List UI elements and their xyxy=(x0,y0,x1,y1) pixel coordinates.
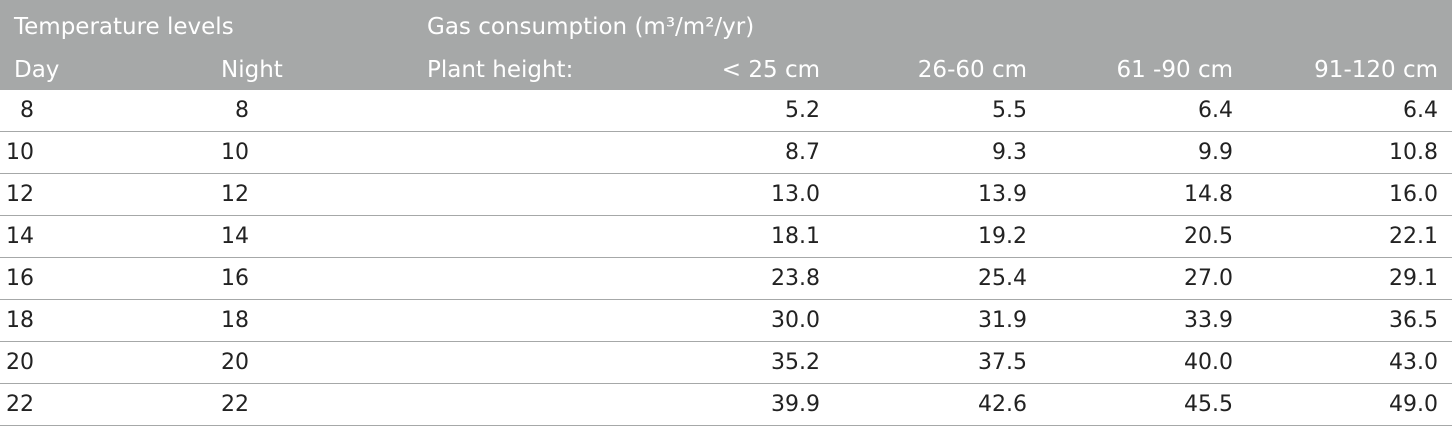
table-row: 8 8 5.2 5.5 6.4 6.4 xyxy=(0,90,1452,132)
value-under-25cm-cell: 35.2 xyxy=(771,350,820,375)
temperature-levels-heading: Temperature levels xyxy=(14,14,234,40)
table-header: Temperature levels Gas consumption (m³/m… xyxy=(0,0,1452,90)
value-61-90cm-cell: 14.8 xyxy=(1184,182,1233,207)
night-column-header: Night xyxy=(221,57,283,83)
value-26-60cm-cell: 25.4 xyxy=(978,266,1027,291)
value-61-90cm-cell: 6.4 xyxy=(1198,98,1233,123)
value-91-120cm-cell: 29.1 xyxy=(1389,266,1438,291)
day-cell: 20 xyxy=(6,350,34,375)
day-cell: 12 xyxy=(6,182,34,207)
table-row: 14 14 18.1 19.2 20.5 22.1 xyxy=(0,216,1452,258)
value-under-25cm-cell: 18.1 xyxy=(771,224,820,249)
day-cell: 10 xyxy=(6,140,34,165)
gas-consumption-heading: Gas consumption (m³/m²/yr) xyxy=(427,14,755,40)
day-cell: 16 xyxy=(6,266,34,291)
value-91-120cm-cell: 49.0 xyxy=(1389,392,1438,417)
value-61-90cm-cell: 33.9 xyxy=(1184,308,1233,333)
value-91-120cm-cell: 10.8 xyxy=(1389,140,1438,165)
night-cell: 20 xyxy=(221,350,249,375)
value-91-120cm-cell: 16.0 xyxy=(1389,182,1438,207)
value-under-25cm-cell: 8.7 xyxy=(785,140,820,165)
plant-height-label: Plant height: xyxy=(427,57,574,83)
value-26-60cm-cell: 37.5 xyxy=(978,350,1027,375)
table-row: 10 10 8.7 9.3 9.9 10.8 xyxy=(0,132,1452,174)
night-cell: 22 xyxy=(221,392,249,417)
night-cell: 10 xyxy=(221,140,249,165)
value-91-120cm-cell: 6.4 xyxy=(1403,98,1438,123)
value-61-90cm-cell: 20.5 xyxy=(1184,224,1233,249)
day-column-header: Day xyxy=(14,57,60,83)
value-under-25cm-cell: 30.0 xyxy=(771,308,820,333)
column-header-under-25cm: < 25 cm xyxy=(721,57,820,83)
value-under-25cm-cell: 23.8 xyxy=(771,266,820,291)
table-row: 12 12 13.0 13.9 14.8 16.0 xyxy=(0,174,1452,216)
value-26-60cm-cell: 9.3 xyxy=(992,140,1027,165)
night-cell: 18 xyxy=(221,308,249,333)
table-row: 18 18 30.0 31.9 33.9 36.5 xyxy=(0,300,1452,342)
table-row: 20 20 35.2 37.5 40.0 43.0 xyxy=(0,342,1452,384)
value-61-90cm-cell: 45.5 xyxy=(1184,392,1233,417)
column-header-26-60cm: 26-60 cm xyxy=(917,57,1027,83)
column-header-91-120cm: 91-120 cm xyxy=(1314,57,1438,83)
night-cell: 12 xyxy=(221,182,249,207)
value-under-25cm-cell: 5.2 xyxy=(785,98,820,123)
value-26-60cm-cell: 19.2 xyxy=(978,224,1027,249)
value-26-60cm-cell: 42.6 xyxy=(978,392,1027,417)
night-cell: 16 xyxy=(221,266,249,291)
day-cell: 14 xyxy=(6,224,34,249)
day-cell: 8 xyxy=(20,98,34,123)
value-91-120cm-cell: 36.5 xyxy=(1389,308,1438,333)
value-91-120cm-cell: 43.0 xyxy=(1389,350,1438,375)
value-61-90cm-cell: 40.0 xyxy=(1184,350,1233,375)
table-row: 16 16 23.8 25.4 27.0 29.1 xyxy=(0,258,1452,300)
column-header-61-90cm: 61 -90 cm xyxy=(1116,57,1233,83)
value-26-60cm-cell: 5.5 xyxy=(992,98,1027,123)
value-91-120cm-cell: 22.1 xyxy=(1389,224,1438,249)
value-26-60cm-cell: 13.9 xyxy=(978,182,1027,207)
value-61-90cm-cell: 9.9 xyxy=(1198,140,1233,165)
day-cell: 18 xyxy=(6,308,34,333)
value-under-25cm-cell: 13.0 xyxy=(771,182,820,207)
night-cell: 8 xyxy=(235,98,249,123)
day-cell: 22 xyxy=(6,392,34,417)
table-body: 8 8 5.2 5.5 6.4 6.4 10 10 8.7 9.3 9.9 10.8 12 12 13.0 1… xyxy=(0,90,1452,426)
table-row: 22 22 39.9 42.6 45.5 49.0 xyxy=(0,384,1452,426)
value-26-60cm-cell: 31.9 xyxy=(978,308,1027,333)
value-61-90cm-cell: 27.0 xyxy=(1184,266,1233,291)
value-under-25cm-cell: 39.9 xyxy=(771,392,820,417)
night-cell: 14 xyxy=(221,224,249,249)
